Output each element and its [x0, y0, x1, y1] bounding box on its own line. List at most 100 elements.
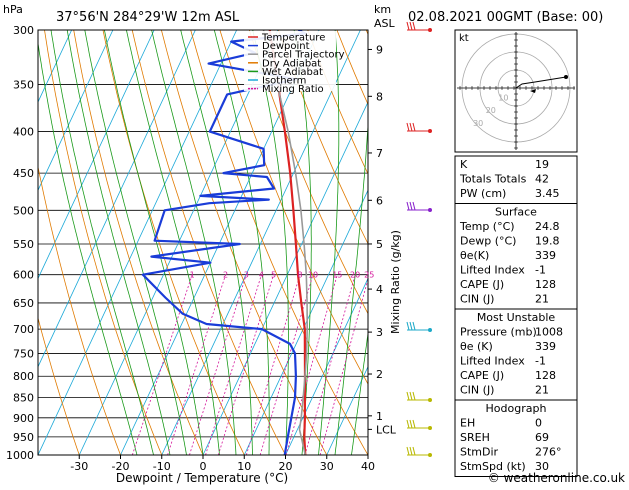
- table-row-value: 339: [535, 249, 556, 262]
- barb-flag: [412, 21, 416, 31]
- barb-dot: [428, 208, 432, 212]
- copyright-label: © weatheronline.co.uk: [488, 471, 625, 485]
- mixing-ratio-line: [189, 274, 247, 455]
- mixing-ratio-label: 5: [271, 271, 276, 280]
- barb-flag: [412, 321, 416, 331]
- hodograph-kt-label: kt: [459, 33, 469, 44]
- mixing-ratio-line: [167, 274, 226, 455]
- table-row-value: 0: [535, 417, 542, 430]
- barb-flag: [409, 391, 413, 401]
- table-row-value: 3.45: [535, 187, 560, 200]
- pressure-tick-label: 550: [13, 238, 34, 251]
- wind-barb: [406, 122, 432, 133]
- table-title: Most Unstable: [477, 311, 556, 324]
- temp-tick-label: 10: [237, 460, 251, 473]
- table-row-label: CAPE (J): [460, 369, 504, 382]
- wind-barbs: [406, 21, 432, 457]
- km-tick-label: 4: [376, 283, 383, 296]
- temp-tick-label: -30: [70, 460, 88, 473]
- x-axis-title: Dewpoint / Temperature (°C): [116, 471, 288, 485]
- km-tick-label: 1: [376, 410, 383, 423]
- table-title: Surface: [495, 206, 537, 219]
- temp-tick-label: -20: [112, 460, 130, 473]
- wet-adiabat-line: [334, 119, 368, 455]
- table-row-label: Lifted Index: [460, 355, 525, 368]
- wet-adiabat-line: [126, 30, 220, 455]
- pressure-tick-label: 350: [13, 78, 34, 91]
- wet-adiabat-line: [318, 30, 340, 455]
- barb-flag: [409, 321, 413, 331]
- barb-flag: [412, 201, 416, 211]
- barb-flag: [409, 21, 413, 31]
- location-label: 37°56'N 284°29'W 12m ASL: [56, 10, 240, 25]
- wet-adiabat-line: [252, 30, 289, 455]
- barb-flag: [406, 419, 410, 429]
- barb-flag: [409, 446, 413, 456]
- km-tick-label: 7: [376, 147, 383, 160]
- table-row-label: θe(K): [460, 249, 489, 262]
- mixing-ratio-label: 4: [259, 271, 264, 280]
- barb-flag: [406, 321, 410, 331]
- pressure-tick-label: 1000: [6, 449, 34, 462]
- table-title: Hodograph: [486, 402, 547, 415]
- table-row-value: 30: [535, 460, 549, 473]
- barb-flag: [412, 446, 416, 456]
- mixing-ratio-line: [205, 274, 262, 455]
- mixing-ratio-line: [319, 277, 368, 455]
- table-row-label: Totals Totals: [459, 173, 527, 186]
- mixing-ratio-label: 1: [190, 271, 195, 280]
- mixing-ratio-label: 20: [350, 271, 360, 280]
- km-tick-label: LCL: [376, 423, 397, 436]
- wind-barb: [406, 201, 432, 212]
- dry-adiabat-line: [161, 30, 328, 455]
- table-row-value: 42: [535, 173, 549, 186]
- mixing-ratio-label: 15: [332, 271, 342, 280]
- legend-entry: Dry Adiabat: [262, 58, 321, 69]
- temp-tick-label: 0: [200, 460, 207, 473]
- pressure-tick-label: 850: [13, 392, 34, 405]
- km-tick-label: 5: [376, 238, 383, 251]
- mixing-ratio-line: [217, 274, 274, 455]
- barb-dot: [428, 453, 432, 457]
- barb-flag: [406, 21, 410, 31]
- profile-parcel-trajectory: [262, 30, 308, 455]
- legend-entry: Wet Adiabat: [262, 67, 323, 78]
- dry-adiabat-line: [102, 30, 245, 455]
- table-row-label: SREH: [460, 431, 490, 444]
- table-row-label: EH: [460, 417, 475, 430]
- barb-flag: [412, 391, 416, 401]
- isotherm-line: [285, 277, 368, 455]
- legend-entry: Dewpoint: [262, 41, 310, 52]
- table-box: [454, 203, 578, 310]
- isotherm-line: [38, 30, 238, 455]
- barb-dot: [428, 426, 432, 430]
- table-row-label: θe (K): [460, 340, 493, 353]
- mixing-ratio-label: 8: [297, 271, 302, 280]
- hpa-unit-label: hPa: [3, 3, 23, 16]
- table-row-value: 128: [535, 278, 556, 291]
- hodograph-ring-label: 10: [498, 94, 508, 103]
- table-row-value: -1: [535, 264, 546, 277]
- mixing-ratio-line: [245, 274, 301, 455]
- table-row-label: StmSpd (kt): [460, 460, 526, 473]
- hodograph-ring-label: 20: [486, 106, 496, 115]
- datetime-label: 02.08.2021 00GMT (Base: 00): [408, 10, 603, 25]
- km-tick-label: 6: [376, 194, 383, 207]
- pressure-tick-label: 750: [13, 347, 34, 360]
- table-box: [454, 155, 578, 204]
- mixing-ratio-line: [285, 274, 338, 455]
- barb-dot: [428, 28, 432, 32]
- barb-flag: [406, 201, 410, 211]
- pressure-tick-label: 450: [13, 167, 34, 180]
- table-row-value: 19.8: [535, 235, 560, 248]
- table-row-label: PW (cm): [460, 187, 506, 200]
- asl-label: ASL: [374, 17, 396, 30]
- barb-flag: [406, 122, 410, 132]
- wind-barb: [406, 391, 432, 402]
- wet-adiabat-line: [50, 30, 154, 455]
- wet-adiabat-line: [213, 30, 270, 455]
- table-row-value: 276°: [535, 446, 562, 459]
- legend-entry: Mixing Ratio: [262, 84, 324, 95]
- temp-tick-label: -10: [153, 460, 171, 473]
